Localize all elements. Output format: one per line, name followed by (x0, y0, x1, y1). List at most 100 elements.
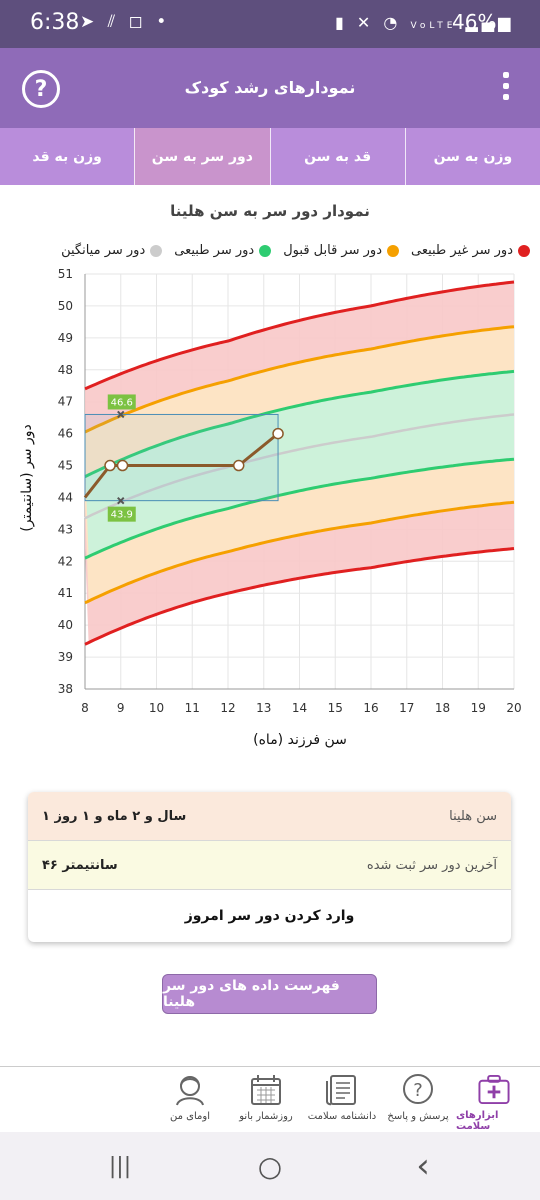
last-measurement-label: آخرین دور سر ثبت شده (366, 857, 497, 873)
nav-questions[interactable]: ? پرسش و پاسخ (380, 1067, 456, 1132)
x-axis-label: سن فرزند (ماه) (253, 732, 347, 748)
home-button[interactable]: ○ (257, 1149, 283, 1183)
child-age-label: سن هلینا (449, 808, 497, 824)
back-button[interactable]: ‹ (416, 1146, 430, 1186)
x-tick-label: 16 (363, 701, 378, 715)
y-tick-label: 38 (58, 682, 73, 696)
highlight-box (84, 413, 279, 502)
status-bar: 6:38 ➤ ⫽ ◻ • ▮ ✕ ◔ VoLTE ▂▄▆ 46% (0, 0, 540, 48)
mute-icon: ✕ (356, 13, 375, 32)
average-line (84, 413, 515, 520)
status-system-icons: ▮ ✕ ◔ VoLTE ▂▄▆ (335, 13, 514, 32)
question-icon: ? (403, 1074, 433, 1104)
y-tick-label: 45 (58, 459, 73, 473)
annotation-badge (107, 394, 136, 410)
tab-height-for-age[interactable]: قد به سن (269, 128, 405, 185)
x-tick-label: 12 (220, 701, 235, 715)
legend-label: دور سر قابل قبول (283, 243, 382, 258)
y-tick-label: 39 (58, 650, 73, 664)
dot-icon: • (156, 12, 171, 32)
y-tick-label: 48 (58, 363, 73, 377)
nav-health-tools[interactable]: ابزارهای سلامت (456, 1067, 532, 1132)
app-bar: نمودارهای رشد کودک ? (0, 48, 540, 128)
data-point[interactable] (104, 459, 116, 472)
legend-dot (518, 244, 530, 257)
bottom-navigation: ابزارهای سلامت ? پرسش و پاسخ دانشنامه سل… (0, 1066, 540, 1132)
volte-icon: VoLTE (410, 21, 457, 31)
annotation-marker (117, 496, 125, 505)
data-point[interactable] (272, 427, 284, 440)
legend-dot (150, 244, 163, 257)
tab-weight-for-height[interactable]: وزن به قد (32, 148, 102, 165)
data-list-button[interactable]: فهرست داده های دور سر هلینا (162, 974, 377, 1014)
info-card: سن هلینا ۱ سال و ۲ ماه و ۱ روز آخرین دور… (28, 792, 511, 942)
divider (28, 889, 511, 890)
recents-button[interactable]: ||| (108, 1153, 132, 1179)
y-tick-label: 47 (58, 395, 73, 409)
growth-chart[interactable]: 8 9 10 11 12 13 14 15 16 17 18 19 20 38 39 40 41 42 43 44 45… (0, 262, 540, 722)
nav-encyclopedia[interactable]: دانشنامه سلامت (304, 1067, 380, 1132)
tab-weight-for-age[interactable]: وزن به سن (404, 128, 540, 185)
telegram-icon: ➤ (80, 12, 99, 32)
menu-dot (503, 83, 509, 89)
instagram-icon: ◻ (128, 12, 147, 32)
y-tick-label: 44 (58, 490, 73, 504)
legend-item-abnormal[interactable]: دور سر غیر طبیعی (411, 243, 530, 258)
legend-label: دور سر طبیعی (174, 243, 255, 258)
wifi-call-icon: ⫽ (107, 12, 120, 32)
status-time: 6:38 (30, 10, 80, 35)
annotation-label: 46.6 (111, 397, 133, 408)
calendar-icon (251, 1075, 281, 1105)
encyclopedia-icon (326, 1075, 356, 1106)
help-button[interactable]: ? (22, 70, 60, 108)
more-vertical-icon (503, 72, 509, 78)
legend-label: دور سر غیر طبیعی (410, 243, 513, 258)
chart-legend: دور سر غیر طبیعی دور سر قابل قبول دور سر… (10, 243, 530, 258)
chart-tabs: وزن به سن قد به سن دور سر به سن وزن به ق… (0, 128, 540, 185)
x-tick-label: 20 (506, 701, 521, 715)
x-tick-label: 19 (471, 701, 486, 715)
tab-head-circumference-for-age[interactable]: دور سر به سن (134, 128, 270, 185)
nfc-icon: ▮ (335, 13, 348, 32)
divider (28, 840, 511, 841)
legend-dot (386, 244, 399, 257)
enter-today-button[interactable]: وارد کردن دور سر امروز (184, 908, 355, 924)
help-icon: ? (34, 76, 48, 102)
y-tick-label: 41 (58, 586, 73, 600)
y-tick-label: 43 (58, 522, 73, 536)
band-fill-2 (85, 371, 514, 557)
band-lower-line (84, 457, 515, 560)
nav-label: دانشنامه سلامت (307, 1111, 377, 1122)
nav-label: روزشمار بانو (239, 1111, 293, 1122)
y-tick-label: 49 (58, 331, 73, 345)
status-notification-icons: ➤ ⫽ ◻ • (80, 12, 170, 32)
y-tick-label: 51 (58, 267, 73, 281)
legend-label: دور سر میانگین (61, 243, 146, 258)
data-point[interactable] (232, 459, 245, 472)
svg-text:?: ? (413, 1080, 423, 1101)
legend-dot (259, 244, 272, 257)
y-axis-label: دور سر (سانتیمتر) (19, 424, 35, 532)
nav-profile[interactable]: اومای من (152, 1067, 228, 1132)
legend-item-normal[interactable]: دور سر طبیعی (174, 243, 272, 258)
overflow-menu-button[interactable] (498, 72, 514, 108)
data-point[interactable] (116, 459, 129, 472)
menu-dot (503, 94, 509, 100)
annotation-badge (107, 506, 136, 522)
child-age-row: سن هلینا ۱ سال و ۲ ماه و ۱ روز (28, 792, 511, 840)
nav-label: پرسش و پاسخ (387, 1111, 449, 1122)
band-upper-line (84, 369, 515, 479)
legend-item-acceptable[interactable]: دور سر قابل قبول (283, 243, 399, 258)
band-lower-line (84, 500, 515, 605)
last-measurement-row: آخرین دور سر ثبت شده ۴۶ سانتیمتر (28, 841, 511, 889)
nav-calendar[interactable]: روزشمار بانو (228, 1067, 304, 1132)
y-tick-label: 40 (58, 618, 73, 632)
legend-item-average[interactable]: دور سر میانگین (61, 243, 163, 258)
x-tick-label: 15 (328, 701, 343, 715)
x-tick-label: 17 (399, 701, 414, 715)
band-upper-line (84, 280, 515, 391)
band-upper-line (84, 325, 515, 434)
annotation-label: 43.9 (111, 510, 133, 521)
child-age-value: ۱ سال و ۲ ماه و ۱ روز (42, 808, 187, 824)
y-tick-label: 50 (58, 299, 73, 313)
